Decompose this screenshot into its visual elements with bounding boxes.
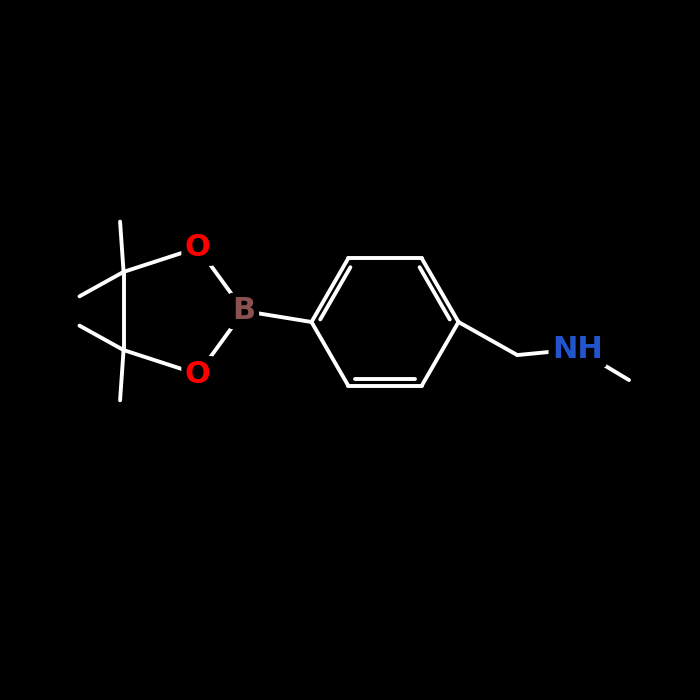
Text: NH: NH bbox=[552, 335, 603, 364]
Text: O: O bbox=[185, 360, 211, 389]
Text: B: B bbox=[232, 297, 256, 326]
Text: O: O bbox=[185, 233, 211, 262]
